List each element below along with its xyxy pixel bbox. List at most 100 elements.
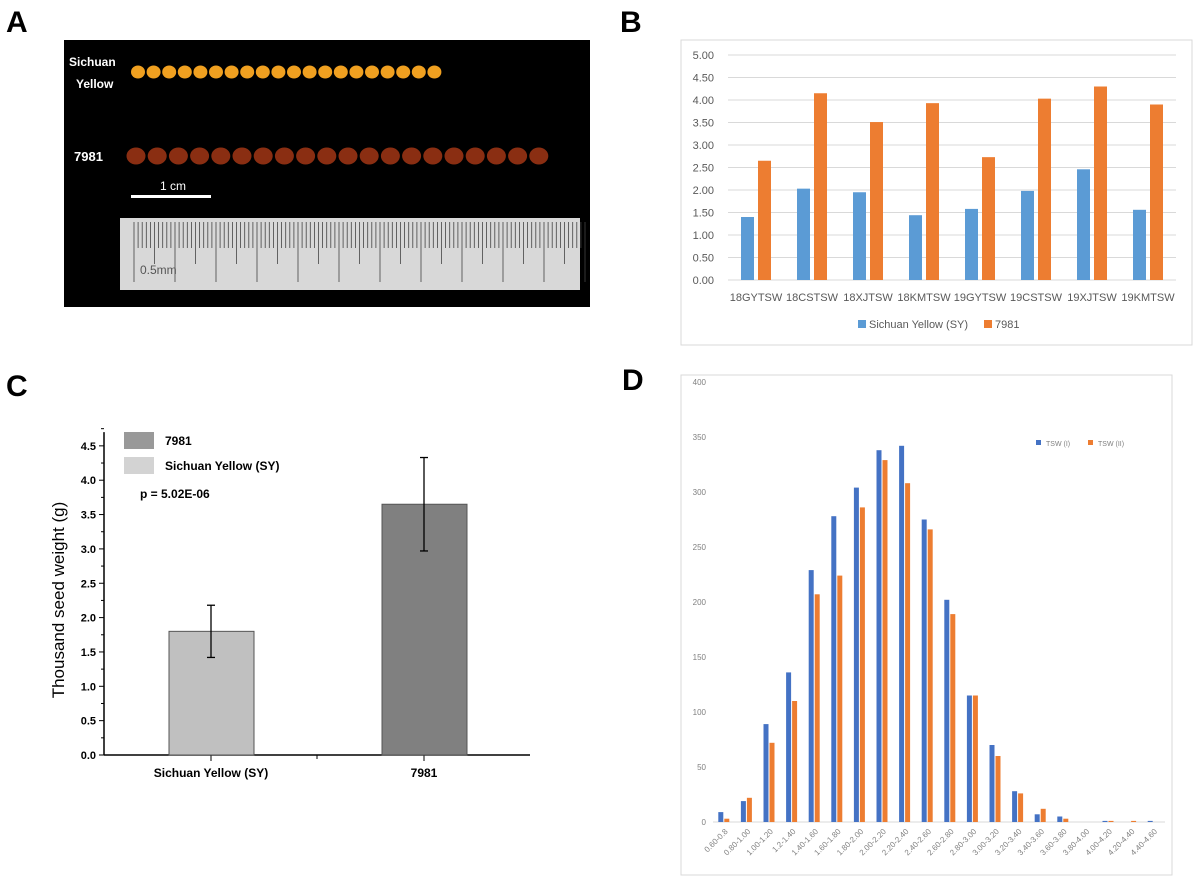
legend-swatch: [984, 320, 992, 328]
bar-tsw-i: [921, 519, 927, 822]
seed-sichuan-yellow: [365, 65, 379, 79]
legend-swatch: [858, 320, 866, 328]
bar-tsw-i: [966, 695, 972, 822]
bar-tsw-ii: [882, 460, 888, 822]
x-tick-label: 18CSTSW: [786, 292, 839, 304]
seed-7981: [296, 147, 316, 165]
seed-sichuan-yellow: [162, 65, 177, 79]
bar-7981: [870, 122, 883, 280]
y-tick-label: 1.0: [81, 681, 96, 693]
bar-tsw-i: [1012, 791, 1018, 822]
y-tick-label: 3.50: [693, 118, 714, 130]
seed-7981: [359, 147, 379, 165]
bar-tsw-i: [876, 450, 882, 822]
row-label-yellow: Yellow: [76, 77, 114, 91]
seed-sichuan-yellow: [224, 65, 239, 79]
y-tick-label: 0.00: [693, 275, 714, 287]
y-tick-label: 3.0: [81, 544, 96, 556]
y-tick-label: 2.5: [81, 578, 96, 590]
y-tick-label: 2.0: [81, 613, 96, 625]
bar-tsw-ii: [769, 742, 775, 822]
bar-sy: [797, 188, 810, 280]
seed-7981: [423, 147, 443, 165]
seed-sichuan-yellow: [209, 65, 223, 79]
legend-swatch: [1036, 440, 1041, 445]
y-tick-label: 0.5: [81, 716, 96, 728]
seed-7981: [317, 147, 337, 165]
bar-tsw-i: [831, 516, 837, 822]
bar-sy: [965, 208, 978, 280]
bar-tsw-ii: [1131, 820, 1137, 822]
legend-label: Sichuan Yellow (SY): [165, 459, 279, 473]
legend-label: TSW (II): [1098, 441, 1124, 448]
bar-tsw-ii: [1108, 820, 1114, 822]
bar-tsw-ii: [950, 614, 956, 822]
y-tick-label: 4.5: [81, 441, 96, 453]
y-tick-label: 350: [693, 433, 707, 442]
y-tick-label: 4.50: [693, 73, 714, 85]
y-tick-label: 4.00: [693, 95, 714, 107]
y-tick-label: 1.50: [693, 208, 714, 220]
bar-tsw-ii: [724, 818, 730, 822]
panel-label-b: B: [620, 6, 642, 39]
x-tick-label: 19GYTSW: [954, 292, 1007, 304]
y-tick-label: 250: [693, 543, 707, 552]
y-tick-label: 3.5: [81, 510, 96, 522]
bar-tsw-i: [763, 724, 769, 822]
seed-sichuan-yellow: [396, 65, 411, 79]
x-tick-label: 18KMTSW: [897, 292, 951, 304]
bar-tsw-i: [899, 445, 905, 822]
x-tick-label: 7981: [411, 766, 438, 780]
x-tick-label: Sichuan Yellow (SY): [154, 766, 268, 780]
seed-7981: [529, 147, 549, 165]
legend-label: 7981: [165, 434, 192, 448]
row-label-7981: 7981: [74, 149, 103, 164]
seed-sichuan-yellow: [380, 65, 395, 79]
seed-sichuan-yellow: [131, 65, 145, 79]
bar-tsw-i: [989, 745, 995, 822]
scale-bar-label: 1 cm: [160, 179, 186, 193]
bar-sy: [1077, 169, 1090, 280]
bar-sy: [909, 215, 922, 280]
legend-label: TSW (I): [1046, 441, 1070, 448]
bar-sy: [853, 192, 866, 280]
legend-swatch: [124, 457, 154, 474]
bar-7981: [1038, 98, 1051, 281]
bar-tsw-i: [1147, 820, 1153, 822]
bar-7981: [758, 160, 771, 280]
y-tick-label: 0: [702, 818, 707, 827]
seed-7981: [338, 147, 358, 165]
seed-7981: [380, 147, 400, 165]
seed-7981: [253, 147, 273, 165]
bar-tsw-ii: [859, 507, 865, 822]
p-value-annotation: p = 5.02E-06: [140, 487, 210, 501]
y-tick-label: 150: [693, 653, 707, 662]
y-tick-label: 200: [693, 598, 707, 607]
seed-7981: [402, 147, 422, 165]
x-tick-label: 19XJTSW: [1067, 292, 1117, 304]
row-label-sichuan: Sichuan: [69, 55, 116, 69]
panel-label-d: D: [622, 364, 644, 397]
y-tick-label: 0.0: [81, 750, 96, 762]
y-tick-label: 400: [693, 378, 707, 387]
seed-sichuan-yellow: [333, 65, 348, 79]
seed-sichuan-yellow: [302, 65, 317, 79]
bar-tsw-i: [786, 672, 792, 822]
seed-photo: Sichuan Yellow 7981 1 cm 0.5mm: [64, 40, 590, 307]
seed-sichuan-yellow: [177, 65, 192, 79]
seed-7981: [126, 147, 146, 165]
seed-7981: [444, 147, 464, 165]
seed-sichuan-yellow: [271, 65, 286, 79]
bar-7981: [1150, 104, 1163, 280]
seed-sichuan-yellow: [240, 65, 255, 79]
bar-tsw-ii: [972, 695, 978, 822]
bar-tsw-ii: [814, 594, 820, 822]
bar-tsw-ii: [995, 756, 1001, 822]
seed-7981: [465, 147, 485, 165]
bar-tsw-i: [1034, 814, 1040, 822]
bar-tsw-ii: [746, 797, 752, 822]
seed-sichuan-yellow: [411, 65, 426, 79]
legend-swatch: [1088, 440, 1093, 445]
x-tick-label: 19CSTSW: [1010, 292, 1063, 304]
bar-tsw-ii: [905, 483, 911, 822]
